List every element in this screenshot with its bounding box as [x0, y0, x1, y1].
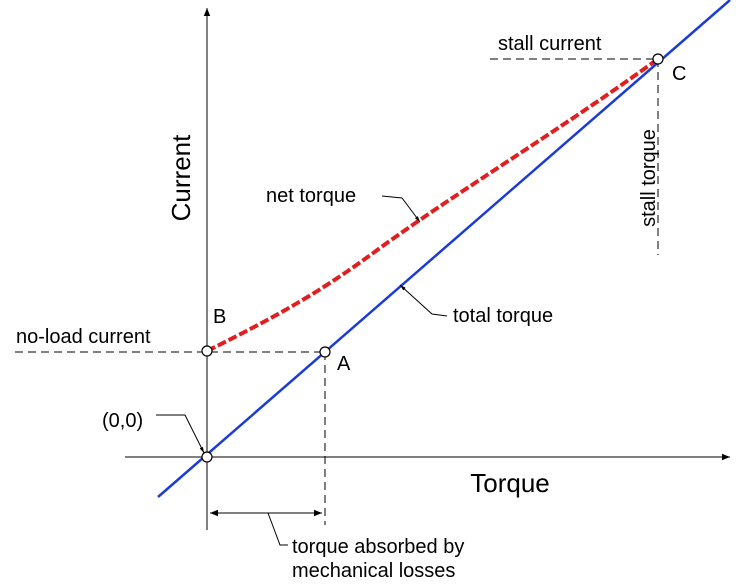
- annotation: no-load current: [16, 326, 151, 348]
- annotation: mechanical losses: [292, 560, 455, 582]
- annotation: net torque: [266, 185, 356, 207]
- point-origin: [201, 451, 213, 463]
- leader: [156, 414, 205, 454]
- y-axis-label: Current: [166, 134, 196, 221]
- annotation: total torque: [453, 305, 553, 327]
- leader: [399, 284, 448, 317]
- point-label: B: [213, 306, 226, 328]
- point-a: [319, 346, 331, 358]
- point-b: [201, 345, 213, 357]
- origin-label: (0,0): [102, 410, 143, 432]
- leader: [267, 512, 288, 546]
- total-torque-line: [157, 0, 731, 498]
- point-label: A: [337, 353, 351, 375]
- point-label: C: [672, 63, 686, 85]
- x-axis-label: Torque: [470, 468, 550, 498]
- net-torque-curve: [206, 57, 660, 353]
- annotation: stall current: [498, 33, 602, 55]
- annotation: torque absorbed by: [292, 536, 464, 558]
- annotation: stall torque: [638, 129, 660, 227]
- leader: [381, 195, 421, 223]
- point-c: [652, 53, 664, 65]
